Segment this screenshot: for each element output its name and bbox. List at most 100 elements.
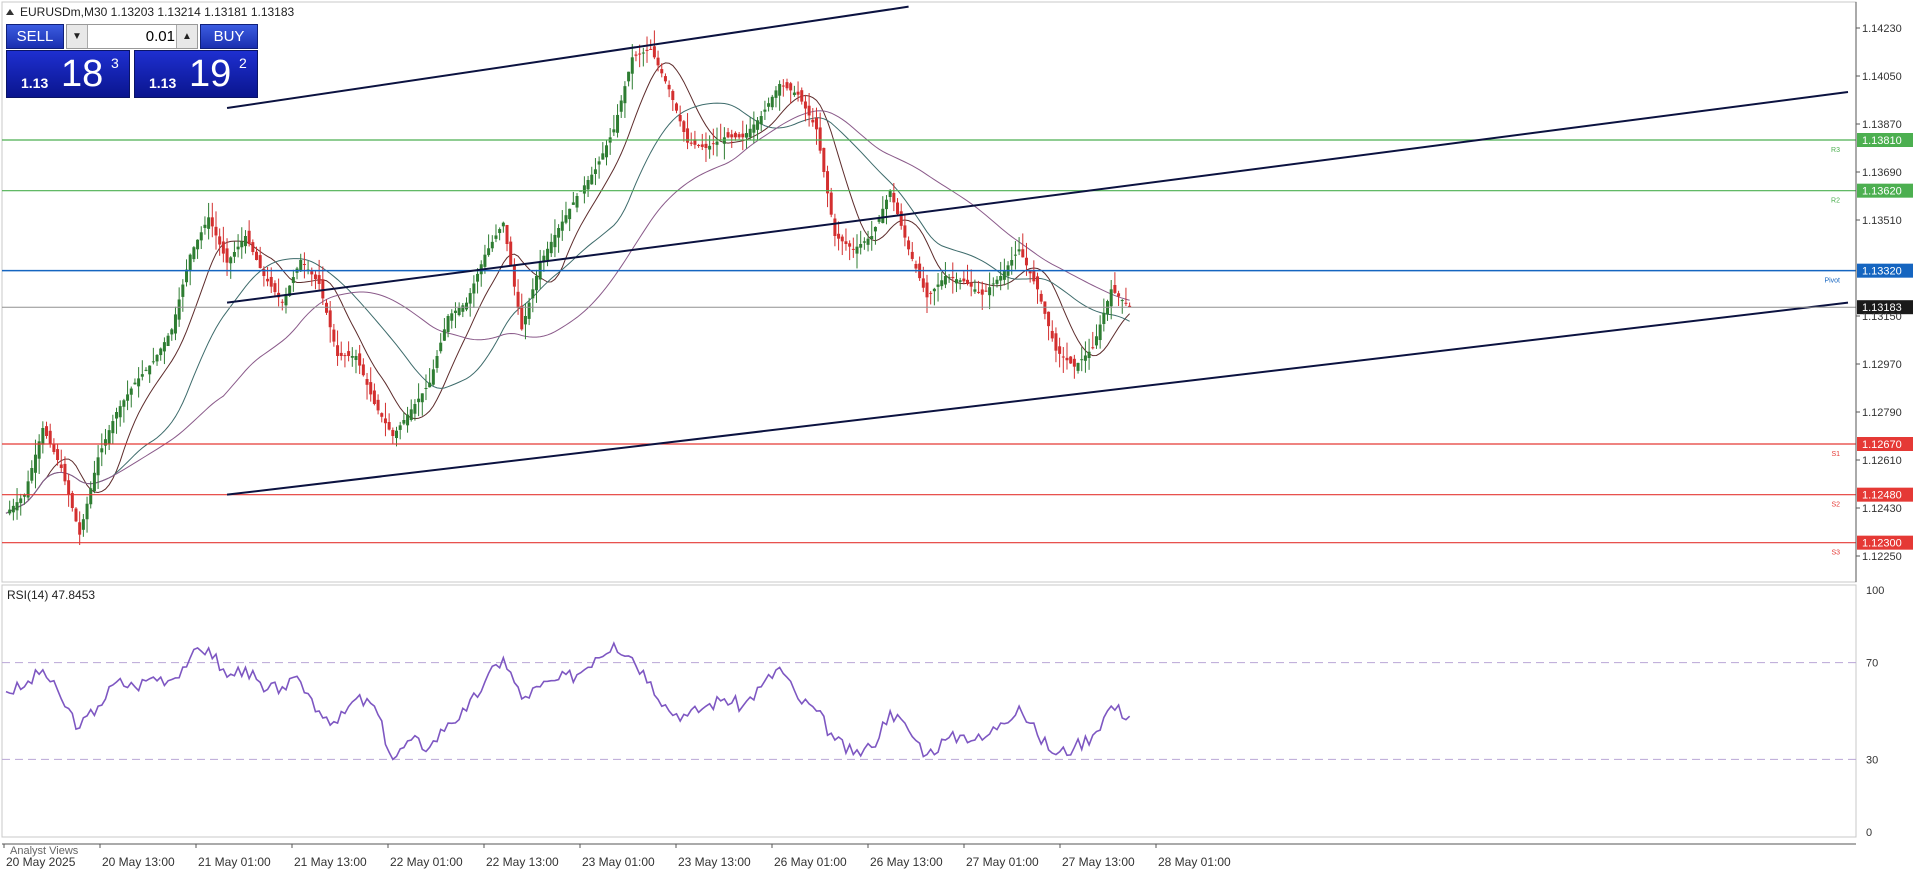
candle-body bbox=[166, 335, 170, 347]
candle-body bbox=[22, 494, 26, 497]
candle-body bbox=[56, 449, 60, 460]
candle-body bbox=[15, 502, 19, 511]
candle-body bbox=[921, 278, 925, 288]
candle-body bbox=[1039, 293, 1043, 302]
candle-body bbox=[619, 100, 623, 112]
sell-price-prefix: 1.13 bbox=[21, 75, 49, 91]
candle-body bbox=[792, 92, 796, 96]
level-price-label: 1.12670 bbox=[1862, 439, 1902, 451]
candle-body bbox=[984, 290, 988, 292]
lot-decrease-icon[interactable]: ▼ bbox=[67, 25, 88, 48]
candle-body bbox=[118, 406, 122, 418]
time-tick-label: 26 May 01:00 bbox=[774, 855, 847, 869]
candle-body bbox=[774, 90, 778, 98]
buy-price-main: 19 bbox=[189, 53, 232, 95]
candle-body bbox=[741, 133, 745, 138]
candle-body bbox=[649, 48, 653, 50]
price-tick-label: 1.13510 bbox=[1862, 215, 1902, 227]
candle-body bbox=[446, 316, 450, 333]
trendlines bbox=[226, 5, 1849, 496]
candle-body bbox=[494, 235, 498, 239]
candle-body bbox=[501, 222, 505, 227]
candle-body bbox=[859, 244, 863, 248]
lot-increase-icon[interactable]: ▲ bbox=[176, 25, 197, 48]
candle-body bbox=[991, 283, 995, 285]
candle-body bbox=[767, 103, 771, 107]
candle-body bbox=[1072, 358, 1076, 367]
level-price-tag bbox=[1857, 535, 1913, 550]
candle-body bbox=[1069, 356, 1073, 364]
candle-body bbox=[597, 161, 601, 165]
level-price-tag bbox=[1857, 263, 1913, 278]
time-tick-label: 20 May 2025 bbox=[6, 855, 76, 869]
candle-body bbox=[1102, 312, 1106, 325]
lot-size-input[interactable] bbox=[89, 25, 175, 48]
candle-body bbox=[122, 400, 126, 407]
candle-body bbox=[807, 105, 811, 116]
rsi-panel[interactable]: RSI(14) 47.8453 100 70 30 0 bbox=[1, 584, 1884, 839]
candle-body bbox=[509, 241, 513, 266]
candle-body bbox=[262, 269, 266, 276]
candle-body bbox=[1113, 284, 1117, 293]
sell-price-main: 18 bbox=[61, 53, 104, 95]
candle-body bbox=[1010, 260, 1014, 266]
candle-body bbox=[737, 134, 741, 138]
candle-body bbox=[686, 128, 690, 143]
sell-button[interactable]: SELL bbox=[6, 24, 64, 49]
time-tick-label: 27 May 01:00 bbox=[966, 855, 1039, 869]
candle-body bbox=[520, 305, 524, 330]
price-axis: 1.13810 1.13620 1.13320 1.12670 1.12480 1.123… bbox=[1855, 2, 1913, 582]
candle-body bbox=[571, 202, 575, 205]
candle-body bbox=[255, 251, 259, 260]
candle-body bbox=[546, 248, 550, 261]
candle-body bbox=[129, 388, 133, 395]
candle-body bbox=[936, 284, 940, 287]
level-price-label: 1.12300 bbox=[1862, 538, 1902, 550]
candle-body bbox=[111, 421, 115, 434]
candle-body bbox=[752, 124, 756, 133]
candle-body bbox=[299, 260, 303, 272]
candle-body bbox=[483, 254, 487, 267]
candle-body bbox=[586, 180, 590, 190]
candle-body bbox=[641, 52, 645, 54]
candle-body bbox=[881, 208, 885, 224]
candle-body bbox=[951, 276, 955, 279]
candle-body bbox=[435, 356, 439, 368]
candle-body bbox=[733, 132, 737, 138]
candle-body bbox=[1080, 359, 1084, 361]
candle-body bbox=[89, 488, 93, 505]
candle-body bbox=[490, 241, 494, 249]
analyst-views-tab[interactable]: Analyst Views bbox=[10, 845, 79, 857]
candle-body bbox=[763, 109, 767, 112]
candle-body bbox=[243, 236, 247, 247]
candle-body bbox=[612, 129, 616, 133]
price-chart[interactable]: R3 R2 Pivot S1 S2 S3 bbox=[1, 1, 1857, 583]
candle-body bbox=[203, 224, 207, 228]
candle-body bbox=[1021, 249, 1025, 258]
candle-body bbox=[1094, 336, 1098, 346]
candle-body bbox=[133, 382, 137, 385]
candle-body bbox=[616, 114, 620, 133]
level-price-tag bbox=[1857, 437, 1913, 451]
candle-body bbox=[663, 76, 667, 82]
lot-size-stepper[interactable]: ▼ ▲ bbox=[66, 24, 198, 49]
buy-button[interactable]: BUY bbox=[200, 24, 258, 49]
level-name-r2: R2 bbox=[1831, 198, 1840, 205]
level-name-pivot: Pivot bbox=[1824, 278, 1840, 285]
candle-body bbox=[789, 83, 793, 91]
sell-price-quote[interactable]: 1.13 18 3 bbox=[6, 50, 130, 98]
candle-body bbox=[1024, 257, 1028, 266]
level-price-tag bbox=[1857, 183, 1913, 198]
candle-body bbox=[100, 448, 104, 453]
candle-body bbox=[313, 274, 317, 280]
candle-body bbox=[977, 291, 981, 293]
candle-body bbox=[487, 248, 491, 256]
candle-body bbox=[833, 218, 837, 236]
candle-body bbox=[811, 119, 815, 123]
price-tick-label: 1.12610 bbox=[1862, 455, 1902, 467]
candle-body bbox=[553, 234, 557, 248]
buy-price-quote[interactable]: 1.13 19 2 bbox=[134, 50, 258, 98]
collapse-icon[interactable] bbox=[6, 9, 14, 15]
candle-body bbox=[41, 428, 45, 445]
